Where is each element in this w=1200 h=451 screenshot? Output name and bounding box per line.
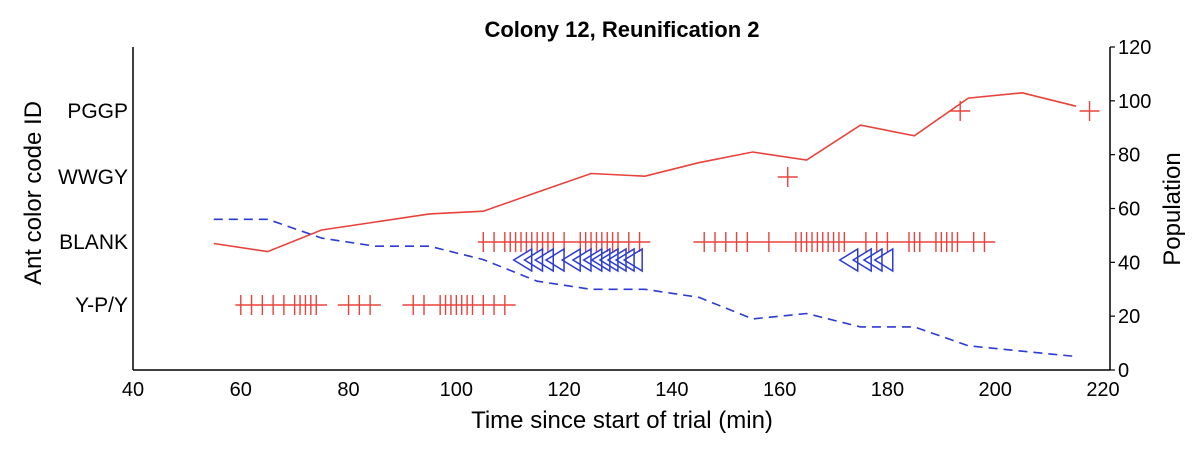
x-tick-label: 200: [979, 379, 1012, 401]
x-tick-label: 80: [337, 379, 359, 401]
x-tick-label: 220: [1086, 379, 1119, 401]
event-plus-marker: [1079, 101, 1100, 121]
x-tick-label: 140: [655, 379, 688, 401]
event-triangle-marker: [838, 247, 859, 273]
y-tick-label: 40: [1118, 252, 1140, 274]
left-y-axis-label: Ant color code ID: [20, 101, 47, 285]
x-tick-label: 180: [871, 379, 904, 401]
y-tick-label: 60: [1118, 199, 1140, 221]
chart-title: Colony 12, Reunification 2: [484, 17, 759, 42]
x-tick-label: 40: [122, 379, 144, 401]
event-triangle-marker: [873, 247, 894, 273]
event-triangle-marker: [512, 247, 533, 273]
event-triangle-marker: [614, 247, 635, 273]
category-label: Y-P/Y: [75, 294, 128, 317]
population-line-solid: [213, 91, 1077, 253]
event-plus-marker: [777, 167, 798, 187]
category-label: WWGY: [58, 166, 128, 189]
event-triangle-marker: [582, 247, 603, 273]
category-label: BLANK: [59, 231, 128, 254]
category-label: PGGP: [67, 100, 128, 123]
plot-lines: [213, 91, 1077, 358]
event-triangle-marker: [622, 247, 643, 273]
right-y-axis-label: Population: [1159, 152, 1186, 265]
x-tick-label: 160: [763, 379, 796, 401]
event-plus-marker: [950, 101, 971, 121]
y-tick-label: 120: [1118, 37, 1151, 59]
y-tick-label: 100: [1118, 91, 1151, 113]
event-triangle-marker: [606, 247, 627, 273]
event-triangle-marker: [533, 247, 554, 273]
x-tick-label: 120: [547, 379, 580, 401]
event-triangle-marker: [598, 247, 619, 273]
event-triangle-marker: [560, 247, 581, 273]
event-triangle-marker: [544, 247, 565, 273]
plot-markers: [235, 101, 1100, 315]
x-tick-label: 100: [440, 379, 473, 401]
x-axis-label: Time since start of trial (min): [471, 407, 773, 434]
event-triangle-marker: [590, 247, 611, 273]
y-tick-label: 20: [1118, 306, 1140, 328]
event-triangle-marker: [851, 247, 872, 273]
x-tick-label: 60: [230, 379, 252, 401]
y-tick-label: 0: [1118, 360, 1129, 382]
event-triangle-marker: [523, 247, 544, 273]
y-tick-label: 80: [1118, 145, 1140, 167]
event-triangle-marker: [862, 247, 883, 273]
population-line-dashed: [213, 218, 1077, 358]
